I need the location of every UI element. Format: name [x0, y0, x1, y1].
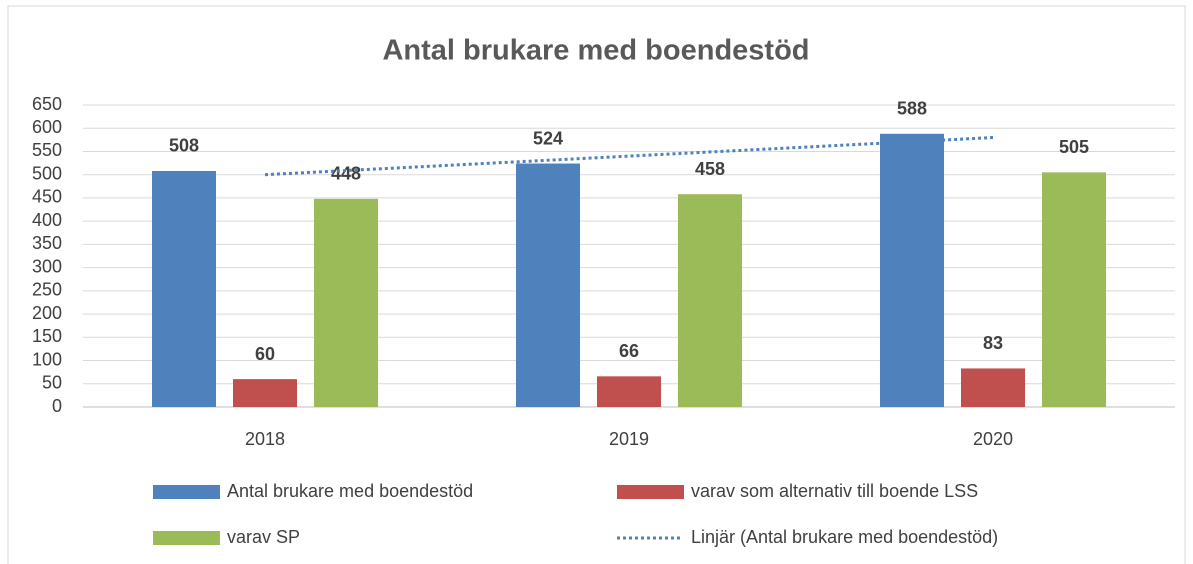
chart-border: [7, 5, 1186, 564]
bar: [233, 379, 297, 407]
x-tick-label: 2018: [245, 429, 285, 449]
y-tick-label: 0: [52, 396, 62, 416]
x-tick-label: 2020: [973, 429, 1013, 449]
y-tick-label: 600: [32, 117, 62, 137]
legend-label: Linjär (Antal brukare med boendestöd): [691, 527, 998, 547]
trend-line: [264, 136, 994, 177]
data-label: 508: [169, 136, 199, 156]
bar: [961, 368, 1025, 407]
y-tick-label: 150: [32, 326, 62, 346]
bar: [1042, 172, 1106, 407]
bar: [152, 170, 216, 407]
y-tick-label: 100: [32, 349, 62, 369]
y-tick-label: 350: [32, 233, 62, 253]
y-tick-label: 550: [32, 140, 62, 160]
bar: [678, 194, 742, 407]
legend-swatch: [617, 485, 684, 499]
data-label: 60: [255, 344, 275, 364]
bar: [880, 133, 944, 407]
data-label: 505: [1059, 137, 1089, 157]
y-tick-label: 200: [32, 303, 62, 323]
y-tick-label: 450: [32, 187, 62, 207]
bar: [516, 163, 580, 407]
legend-label: Antal brukare med boendestöd: [227, 481, 473, 501]
legend-label: varav som alternativ till boende LSS: [691, 481, 978, 501]
chart-title: Antal brukare med boendestöd: [382, 35, 809, 67]
data-label: 448: [331, 164, 361, 184]
data-label: 524: [533, 128, 563, 148]
y-tick-label: 300: [32, 256, 62, 276]
data-label: 588: [897, 99, 927, 119]
y-tick-label: 500: [32, 163, 62, 183]
data-label: 66: [619, 341, 639, 361]
y-tick-label: 650: [32, 94, 62, 114]
y-tick-label: 50: [42, 373, 62, 393]
y-tick-label: 400: [32, 210, 62, 230]
data-label: 458: [695, 159, 725, 179]
bar: [314, 198, 378, 407]
data-label: 83: [983, 333, 1003, 353]
y-tick-label: 250: [32, 280, 62, 300]
x-tick-label: 2019: [609, 429, 649, 449]
legend-swatch: [153, 485, 220, 499]
legend-swatch: [153, 531, 220, 545]
legend-label: varav SP: [227, 527, 300, 547]
bar: [597, 376, 661, 407]
